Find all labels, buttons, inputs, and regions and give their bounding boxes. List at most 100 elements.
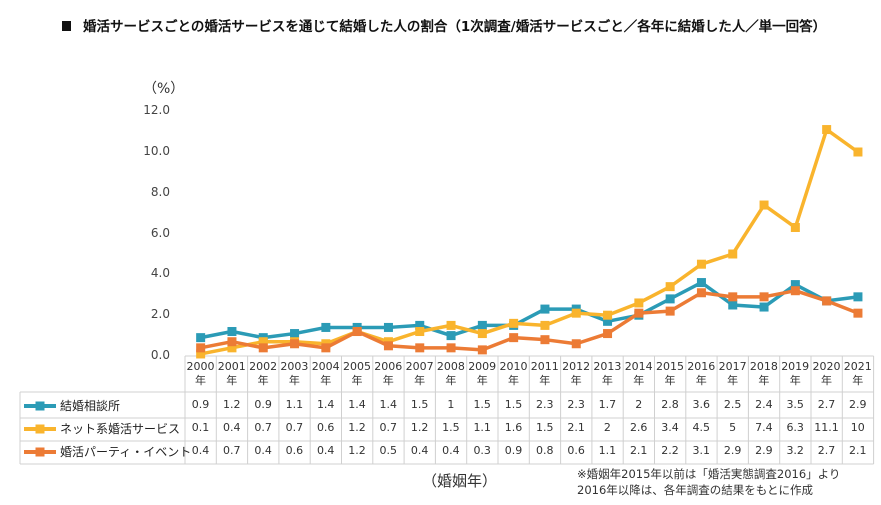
table-cell: 0.4 xyxy=(410,444,429,457)
data-point-marker xyxy=(603,316,613,326)
y-tick-label: 8.0 xyxy=(150,184,170,199)
table-cell: 1.5 xyxy=(536,421,554,434)
year: 2011 xyxy=(530,360,559,373)
x-tick-label: 2016 年 xyxy=(686,360,717,388)
table-cell: 1.2 xyxy=(348,421,366,434)
year-suffix: 年 xyxy=(351,374,363,387)
table-cell: 1.4 xyxy=(379,398,398,411)
legend-label: 婚活パーティ・イベント xyxy=(60,445,192,459)
data-point-marker xyxy=(383,341,393,351)
table-cell: 2.6 xyxy=(629,421,648,434)
data-point-marker xyxy=(383,322,393,332)
x-tick-label: 2012 年 xyxy=(561,360,592,388)
data-point-marker xyxy=(509,333,519,343)
year-suffix: 年 xyxy=(570,374,582,387)
table-cell: 3.4 xyxy=(661,421,679,434)
data-point-marker xyxy=(477,329,487,339)
table-cell: 3.6 xyxy=(692,398,711,411)
x-tick-label: 2008 年 xyxy=(435,360,466,388)
data-point-marker xyxy=(258,343,268,353)
table-cell: 0.7 xyxy=(379,421,398,434)
title-text: 婚活サービスごとの婚活サービスを通じて結婚した人の割合（1次調査/婚活サービスご… xyxy=(83,19,827,35)
data-point-marker xyxy=(696,259,706,269)
year: 2010 xyxy=(499,360,528,373)
year-suffix: 年 xyxy=(633,374,645,387)
table-cell: 0.9 xyxy=(191,398,210,411)
y-tick-label: 2.0 xyxy=(150,307,170,322)
data-point-marker xyxy=(258,337,268,347)
year-suffix: 年 xyxy=(508,374,519,387)
table-cell: 3.5 xyxy=(786,398,804,411)
y-tick-label: 6.0 xyxy=(150,225,170,240)
x-tick-label: 2009 年 xyxy=(467,360,498,388)
data-point-marker xyxy=(196,333,206,343)
table-cell: 0.8 xyxy=(536,444,554,457)
table-cell: 2 xyxy=(635,398,643,411)
note-line: ※婚姻年2015年以前は「婚活実態調査2016」より xyxy=(577,467,841,481)
data-point-marker xyxy=(227,327,237,337)
table-cell: 0.9 xyxy=(504,444,523,457)
data-point-marker xyxy=(759,200,769,210)
data-point-marker xyxy=(665,294,675,304)
legend-label: ネット系婚活サービス xyxy=(60,422,181,436)
year: 2015 xyxy=(656,360,684,373)
x-tick-label: 2005 年 xyxy=(342,360,373,388)
x-tick-label: 2014 年 xyxy=(623,360,654,388)
table-cell: 0.4 xyxy=(191,444,210,457)
data-point-marker xyxy=(571,308,581,318)
x-tick-label: 2021 年 xyxy=(842,360,873,388)
data-point-marker xyxy=(790,280,800,290)
table-cell: 1.1 xyxy=(598,444,617,457)
y-tick-label: 10.0 xyxy=(143,144,170,158)
x-tick-label: 2020 年 xyxy=(811,360,842,388)
table-cell: 1.2 xyxy=(410,421,429,434)
x-tick-label: 2015 年 xyxy=(655,360,686,388)
x-tick-label: 2011 年 xyxy=(529,360,560,388)
table-cell: 0.4 xyxy=(223,421,241,434)
x-tick-label: 2019 年 xyxy=(780,360,811,388)
data-point-marker xyxy=(415,343,425,353)
year: 2008 xyxy=(436,360,465,373)
data-point-marker xyxy=(790,286,800,296)
year-suffix: 年 xyxy=(382,374,394,387)
x-tick-label: 2000 年 xyxy=(185,360,216,388)
year: 2016 xyxy=(687,360,716,373)
year: 2002 xyxy=(249,360,278,373)
table-cell: 1.6 xyxy=(504,421,523,434)
year-suffix: 年 xyxy=(320,374,332,387)
legend-marker-icon xyxy=(35,401,45,411)
table-cell: 2.9 xyxy=(755,444,773,457)
data-point-marker xyxy=(728,249,738,259)
table-cell: 2.1 xyxy=(629,444,648,457)
data-point-marker xyxy=(696,278,706,288)
x-tick-label: 2018 年 xyxy=(748,360,779,388)
table-cell: 0.5 xyxy=(379,444,398,457)
data-point-marker xyxy=(790,222,800,232)
year-suffix: 年 xyxy=(789,374,801,387)
year: 2003 xyxy=(280,360,309,373)
table-cell: 2.9 xyxy=(849,398,867,411)
table-cell: 2.7 xyxy=(817,398,836,411)
legend-label: 結婚相談所 xyxy=(60,399,121,413)
year-suffix: 年 xyxy=(257,374,269,387)
data-point-marker xyxy=(352,327,362,337)
data-point-marker xyxy=(853,308,863,318)
year-suffix: 年 xyxy=(695,374,707,387)
year-suffix: 年 xyxy=(195,374,206,387)
data-point-marker xyxy=(227,337,237,347)
table-cell: 1.5 xyxy=(504,398,523,411)
data-point-marker xyxy=(196,349,206,359)
table-cell: 1.1 xyxy=(285,398,304,411)
data-point-marker xyxy=(540,304,550,314)
table-cell: 3.1 xyxy=(692,444,711,457)
data-point-marker xyxy=(477,345,487,355)
note: ※婚姻年2015年以前は「婚活実態調査2016」より 2016年以降は、各年調査の… xyxy=(577,466,840,498)
data-point-marker xyxy=(446,343,456,353)
year-suffix: 年 xyxy=(414,374,426,387)
data-point-marker xyxy=(759,302,769,312)
table-cell: 0.4 xyxy=(254,444,272,457)
table-cell: 6.3 xyxy=(786,421,804,434)
table-cell: 0.6 xyxy=(567,444,585,457)
